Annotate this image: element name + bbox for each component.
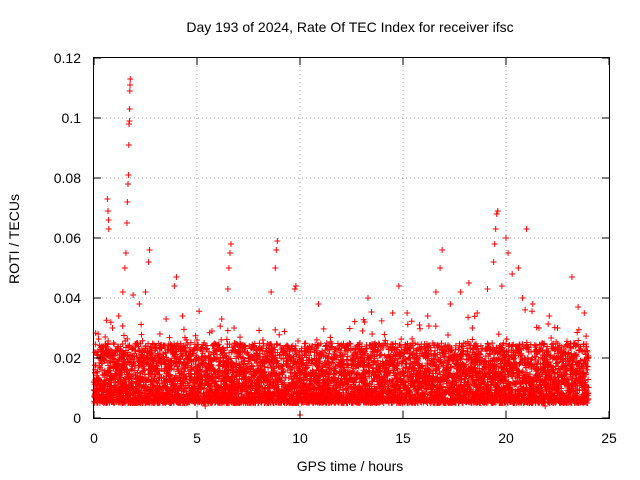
data-point [147,370,154,377]
data-point [112,379,119,386]
data-point [129,384,136,391]
data-point [105,338,112,345]
data-point [138,321,145,328]
data-point [107,364,114,371]
data-point [119,323,126,330]
data-point [138,331,145,338]
data-point [116,362,123,369]
data-point [112,352,119,359]
data-point [107,319,114,326]
data-point [110,339,117,346]
data-point [133,352,140,359]
data-point [98,366,105,373]
data-point [139,337,146,344]
data-point [103,317,110,324]
data-point [111,341,118,348]
data-point [128,366,135,373]
data-point [119,340,126,347]
chart-title: Day 193 of 2024, Rate Of TEC Index for r… [186,19,513,35]
data-point [149,371,156,378]
data-point [128,380,135,387]
data-point [118,374,125,381]
data-point [106,358,113,365]
data-point [102,333,109,340]
data-point [151,375,158,382]
data-point [129,345,136,352]
data-point [124,335,131,342]
data-point [120,332,127,339]
data-point [149,340,156,347]
data-point [94,368,101,375]
data-point [96,363,103,370]
data-points [91,76,592,418]
